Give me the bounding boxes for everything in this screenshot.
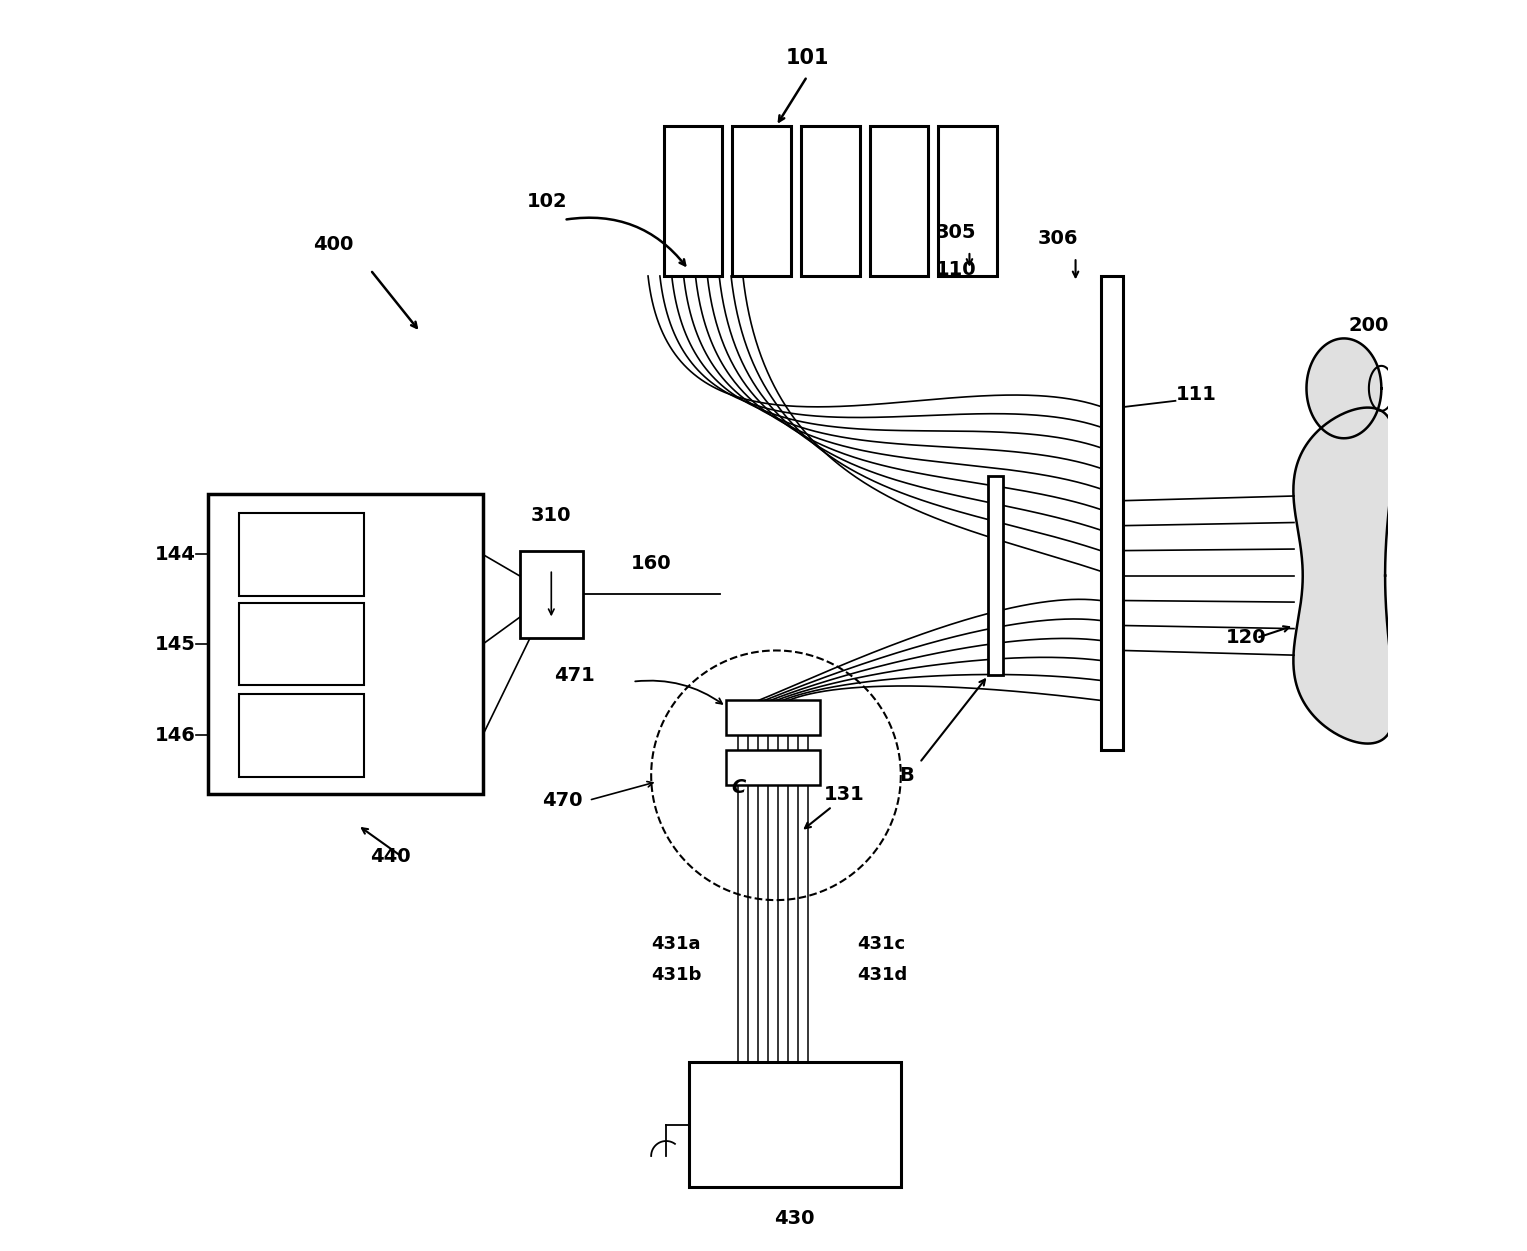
Text: 120: 120: [1225, 628, 1266, 648]
Text: 131: 131: [825, 784, 864, 803]
Text: 160: 160: [631, 554, 672, 573]
Bar: [521, 550, 582, 638]
Text: 470: 470: [542, 791, 582, 809]
Text: 310: 310: [531, 507, 571, 525]
Text: 431b: 431b: [651, 966, 701, 985]
Bar: [988, 475, 1003, 676]
Bar: [240, 603, 363, 686]
Bar: [725, 751, 820, 786]
Bar: [725, 701, 820, 736]
Text: 306: 306: [1038, 229, 1078, 248]
Polygon shape: [1307, 339, 1382, 438]
Text: 200: 200: [1348, 317, 1390, 335]
Text: 102: 102: [527, 191, 567, 210]
Text: 430: 430: [774, 1208, 815, 1228]
Polygon shape: [1293, 408, 1394, 743]
Text: 431d: 431d: [857, 966, 907, 985]
Bar: [664, 126, 722, 276]
Bar: [240, 513, 363, 595]
Bar: [689, 1062, 901, 1187]
Bar: [938, 126, 997, 276]
Text: 145: 145: [154, 634, 195, 654]
Text: 144: 144: [154, 545, 195, 564]
Text: 111: 111: [1176, 385, 1217, 404]
Bar: [869, 126, 928, 276]
Bar: [1101, 276, 1122, 751]
Bar: [208, 494, 483, 794]
Text: 101: 101: [785, 48, 829, 68]
Text: 110: 110: [936, 260, 976, 279]
Text: 146: 146: [154, 726, 195, 744]
Text: 440: 440: [371, 847, 411, 866]
Bar: [240, 694, 363, 777]
Text: 400: 400: [313, 235, 353, 254]
Bar: [733, 126, 791, 276]
Text: C: C: [731, 778, 745, 797]
Text: 431a: 431a: [652, 934, 701, 953]
Text: 431c: 431c: [857, 934, 906, 953]
Text: 471: 471: [554, 666, 596, 686]
Bar: [802, 126, 860, 276]
Text: B: B: [899, 766, 915, 784]
Text: 305: 305: [936, 223, 976, 241]
